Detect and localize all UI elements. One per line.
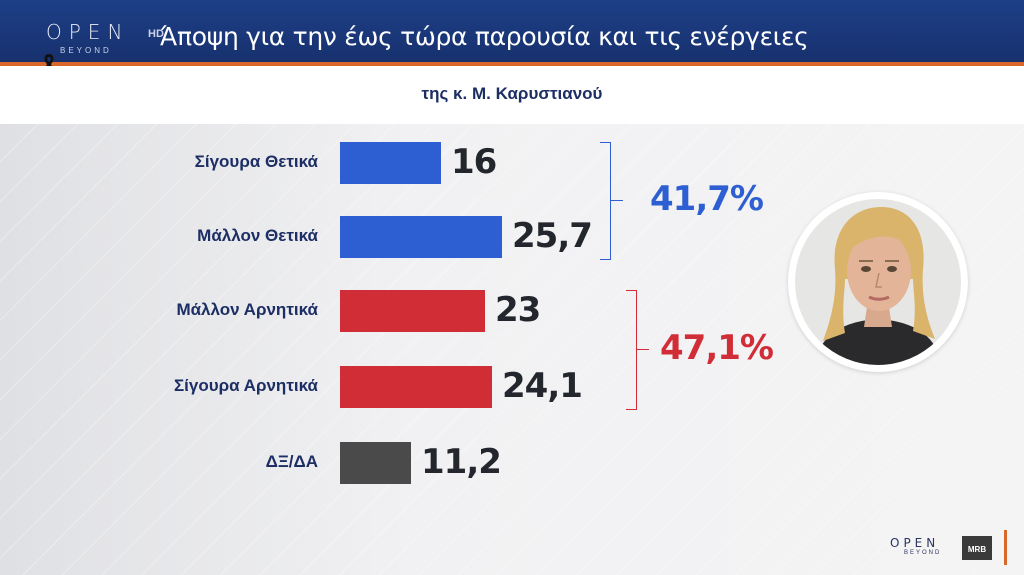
category-label: Σίγουρα Αρνητικά <box>173 376 318 395</box>
channel-logo: OPEN BEYOND <box>46 20 130 55</box>
group-bracket-tick <box>611 200 623 201</box>
group-bracket-tick <box>637 349 649 350</box>
bar <box>340 216 502 258</box>
footer-channel-logo-text: OPEN <box>890 536 940 550</box>
footer-channel-logo: OPEN BEYOND <box>890 536 940 556</box>
bar <box>340 290 485 332</box>
category-label: Σίγουρα Θετικά <box>194 152 318 171</box>
value-label: 11,2 <box>421 442 502 482</box>
subtitle-band <box>0 66 1024 124</box>
person-portrait-icon <box>795 199 961 365</box>
footer-channel-logo-subtext: BEYOND <box>904 550 942 556</box>
category-label: Μάλλον Αρνητικά <box>176 300 318 319</box>
category-label: Μάλλον Θετικά <box>197 226 318 245</box>
bar <box>340 142 441 184</box>
group-total-label: 41,7% <box>650 179 764 219</box>
channel-logo-subtext: BEYOND <box>60 46 112 55</box>
group-bracket <box>626 290 637 410</box>
value-label: 16 <box>451 142 497 182</box>
bar <box>340 442 411 484</box>
portrait <box>788 192 968 372</box>
value-label: 25,7 <box>512 216 593 256</box>
value-label: 24,1 <box>502 366 583 406</box>
header-accent-line <box>0 62 1024 66</box>
group-bracket <box>600 142 611 260</box>
chart-title: Άποψη για την έως τώρα παρουσία και τις … <box>160 22 809 51</box>
header-bar <box>0 0 1024 66</box>
value-label: 23 <box>495 290 541 330</box>
footer-accent-line <box>1004 530 1007 565</box>
bar <box>340 366 492 408</box>
chart-subtitle: της κ. Μ. Καρυστιανού <box>421 84 603 103</box>
category-label: ΔΞ/ΔΑ <box>265 452 318 471</box>
channel-logo-text: OPEN <box>46 20 130 44</box>
hd-badge: HD <box>148 28 164 40</box>
pollster-logo: MRB <box>962 536 992 560</box>
group-total-label: 47,1% <box>660 328 774 368</box>
